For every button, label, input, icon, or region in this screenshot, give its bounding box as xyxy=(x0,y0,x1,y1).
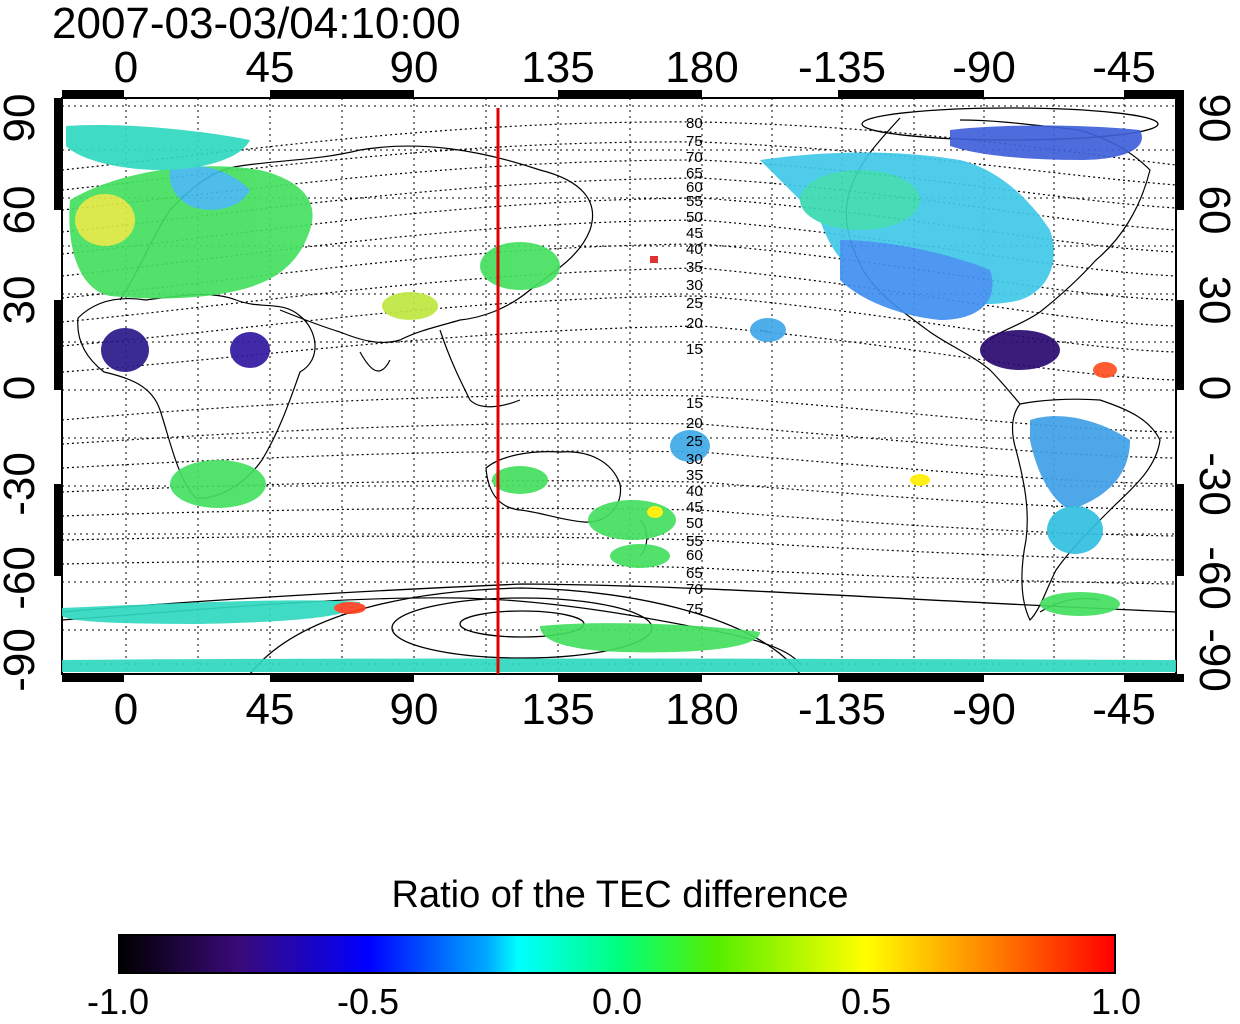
contour-label: 50 xyxy=(686,209,703,226)
contour-label: 70 xyxy=(686,581,703,598)
top-lon-tick: 0 xyxy=(113,43,139,92)
map-frame xyxy=(61,97,1177,675)
top-lon-tick: 90 xyxy=(389,43,439,92)
contour-label: 70 xyxy=(686,149,703,166)
contour-label: 30 xyxy=(686,451,703,468)
contour-label: 20 xyxy=(686,415,703,432)
contour-label: 25 xyxy=(686,433,703,450)
contour-label: 60 xyxy=(686,547,703,564)
contour-label: 60 xyxy=(686,179,703,196)
contour-label: 35 xyxy=(686,259,703,276)
contour-label: 15 xyxy=(686,341,703,358)
contour-label: 25 xyxy=(686,295,703,312)
contour-label: 65 xyxy=(686,565,703,582)
colorbar-tick: 1.0 xyxy=(1090,981,1142,1022)
contour-label: 80 xyxy=(686,115,703,132)
bottom-lon-tick: 135 xyxy=(521,685,595,734)
colorbar-title: Ratio of the TEC difference xyxy=(391,874,849,916)
bottom-lon-tick: 180 xyxy=(665,685,739,734)
contour-label: 30 xyxy=(686,277,703,294)
contour-labels: 80 75 70 65 60 55 50 45 40 35 30 25 20 1… xyxy=(686,115,703,618)
top-lon-tick: 45 xyxy=(245,43,295,92)
contour-label: 55 xyxy=(686,533,703,550)
colorbar-tick: 0.0 xyxy=(591,981,643,1022)
contour-label: 55 xyxy=(686,193,703,210)
bottom-lon-tick: -135 xyxy=(797,685,887,734)
contour-label: 20 xyxy=(686,315,703,332)
bottom-lon-tick: -90 xyxy=(952,685,1016,734)
contour-label: 35 xyxy=(686,467,703,484)
contour-label: 40 xyxy=(686,241,703,258)
top-lon-tick: 180 xyxy=(665,43,739,92)
bottom-lon-tick: 90 xyxy=(389,685,439,734)
tec-data-regions xyxy=(62,124,1176,672)
colorbar-tick: -1.0 xyxy=(86,981,150,1022)
contour-label: 65 xyxy=(686,165,703,182)
map-title: 2007-03-03/04:10:00 xyxy=(52,0,461,48)
top-lon-tick: -135 xyxy=(797,43,887,92)
contour-label: 75 xyxy=(686,133,703,150)
bottom-lon-tick: 45 xyxy=(245,685,295,734)
bottom-lon-tick: 0 xyxy=(113,685,139,734)
colorbar-tick: -0.5 xyxy=(336,981,400,1022)
colorbar-tick: 0.5 xyxy=(840,981,892,1022)
frame-bars xyxy=(54,90,1184,682)
top-lon-tick: -45 xyxy=(1092,43,1156,92)
contour-label: 15 xyxy=(686,395,703,412)
contour-label: 75 xyxy=(686,601,703,618)
top-lon-tick: -90 xyxy=(952,43,1016,92)
contour-label: 40 xyxy=(686,483,703,500)
contour-label: 50 xyxy=(686,515,703,532)
bottom-lon-tick: -45 xyxy=(1092,685,1156,734)
contour-label: 45 xyxy=(686,225,703,242)
top-lon-tick: 135 xyxy=(521,43,595,92)
colorbar xyxy=(118,934,1116,974)
contour-label: 45 xyxy=(686,499,703,516)
